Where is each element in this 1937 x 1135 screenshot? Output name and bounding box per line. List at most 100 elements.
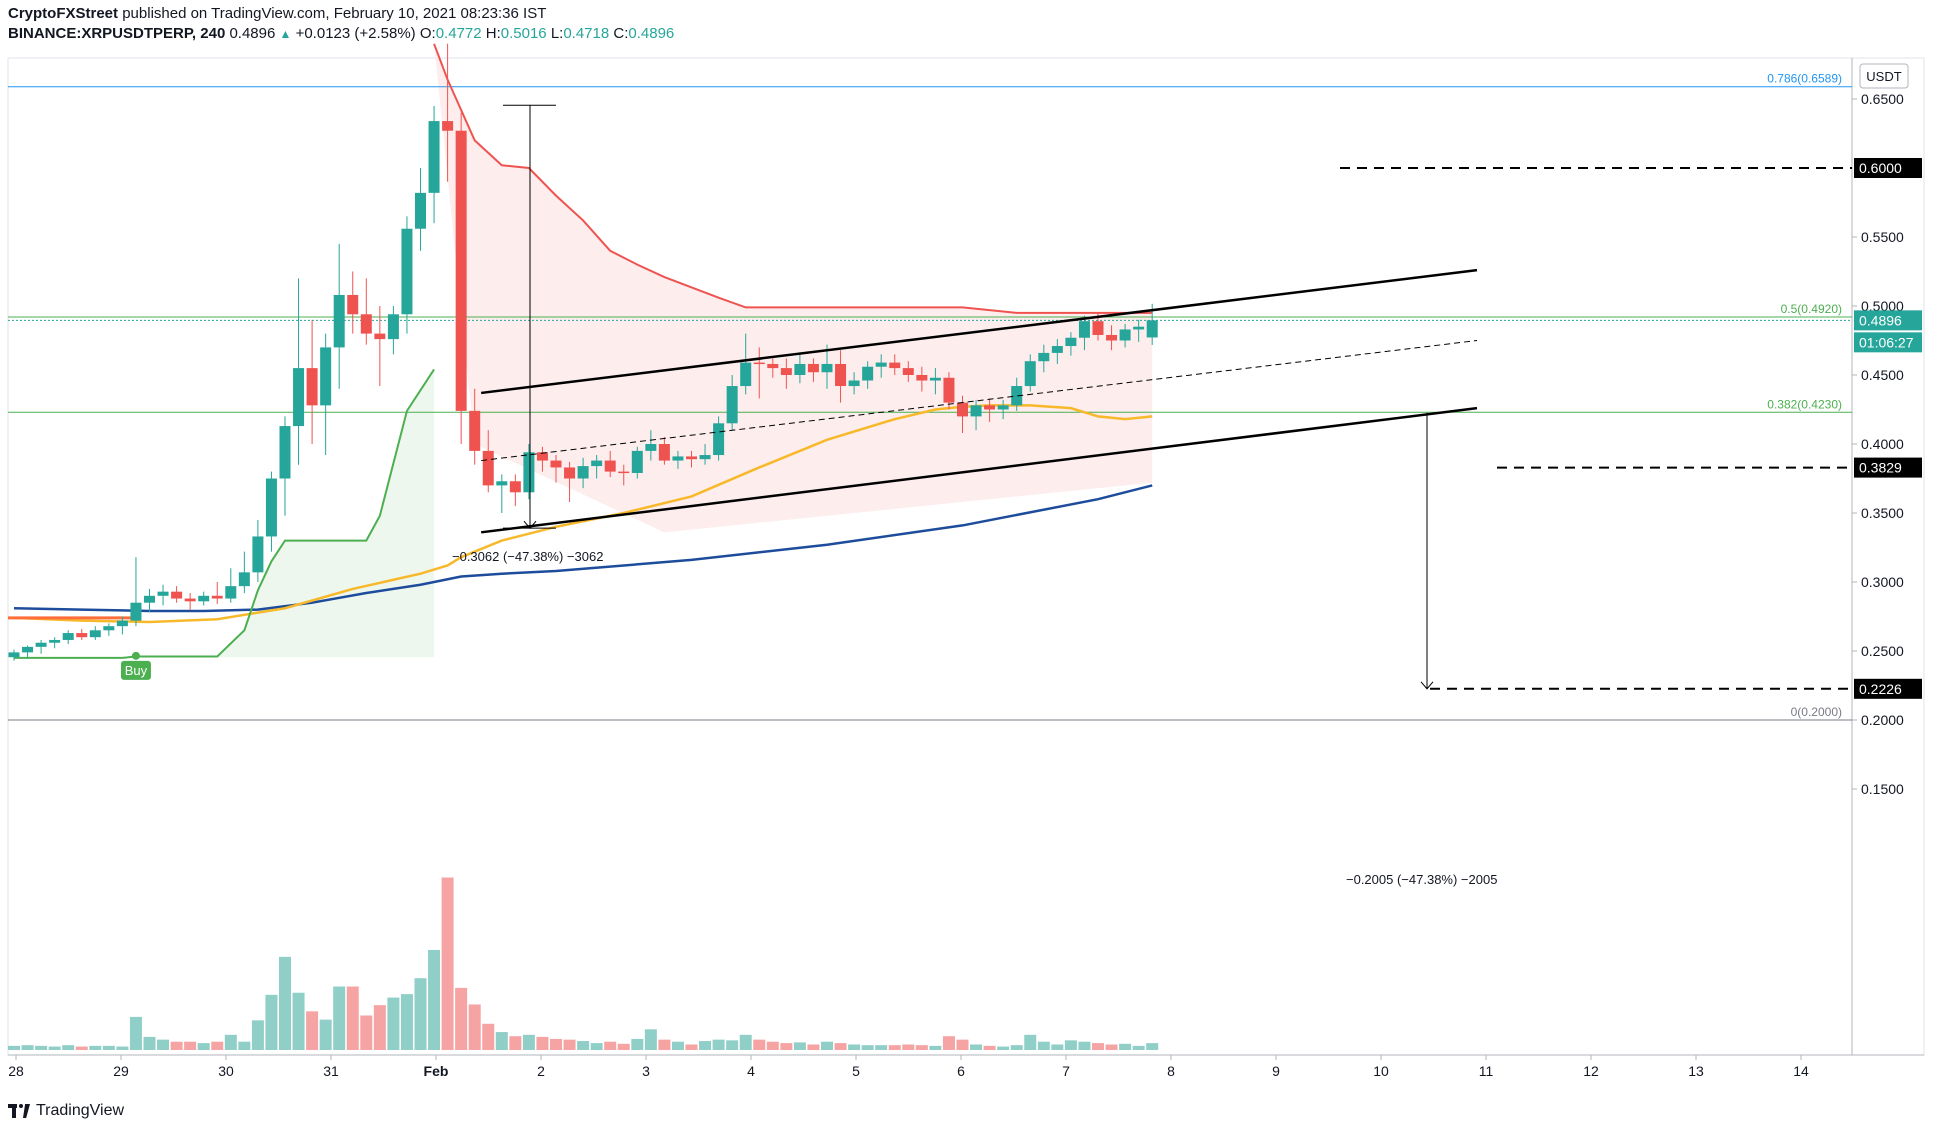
volume-bar	[848, 1044, 861, 1050]
candle-body	[821, 363, 833, 373]
volume-bar	[482, 1023, 495, 1050]
candle-body	[672, 456, 684, 461]
candle-body	[1119, 329, 1131, 341]
time-tick-label: 6	[957, 1063, 965, 1079]
time-tick-label: 14	[1793, 1063, 1809, 1079]
candle-body	[889, 362, 901, 369]
publisher-name[interactable]: CryptoFXStreet	[8, 5, 119, 22]
candle-body	[536, 452, 548, 461]
volume-bar	[739, 1034, 752, 1050]
volume-bar	[441, 877, 454, 1050]
volume-bar	[387, 997, 400, 1050]
volume-bar	[1119, 1043, 1132, 1050]
candle-body	[1133, 326, 1145, 330]
price-tick-label: 0.2500	[1861, 643, 1904, 659]
price-tick-label: 0.6500	[1861, 91, 1904, 107]
volume-bar	[983, 1045, 996, 1050]
candle-body	[957, 402, 968, 417]
volume-bar	[238, 1041, 251, 1050]
candle-body	[713, 423, 725, 456]
candle-body	[1078, 321, 1090, 338]
fib-05-label: 0.5(0.4920)	[1781, 302, 1842, 316]
price-tag-countdown-bg	[1854, 332, 1922, 353]
volume-bar	[644, 1029, 657, 1050]
fib-0786-label: 0.786(0.6589)	[1767, 72, 1842, 86]
low-value: 0.4718	[563, 25, 610, 42]
candle-body	[794, 363, 806, 375]
candle-body	[1011, 386, 1023, 406]
measure2-label: −0.2005 (−47.38%) −2005	[1346, 872, 1497, 887]
candle-body	[76, 633, 88, 638]
candle-body	[1092, 321, 1104, 335]
volume-bar	[577, 1041, 590, 1050]
candle-body	[631, 450, 643, 473]
candle-body	[103, 626, 115, 631]
candle-body	[482, 450, 494, 486]
candle-body	[293, 368, 305, 427]
price-tick-label: 0.3500	[1861, 505, 1904, 521]
volume-bar	[62, 1045, 75, 1050]
candle-body	[604, 460, 616, 472]
candle-body	[116, 620, 128, 627]
tradingview-logo-icon[interactable]	[8, 1104, 30, 1118]
volume-bar	[712, 1039, 725, 1050]
candle-body	[875, 362, 887, 367]
price-tick-label: 0.5000	[1861, 298, 1904, 314]
volume-bar	[861, 1045, 874, 1050]
candle-body	[523, 452, 535, 493]
measure1-label: −0.3062 (−47.38%) −3062	[452, 549, 603, 564]
footer-brand[interactable]: TradingView	[36, 1102, 125, 1119]
volume-bar	[1105, 1044, 1118, 1050]
candle-body	[360, 314, 372, 334]
volume-bar	[21, 1045, 34, 1050]
candle-body	[686, 456, 697, 460]
candle-body	[1065, 337, 1077, 347]
volume-bar	[1078, 1041, 1091, 1050]
supertrend-down-line	[433, 43, 1153, 314]
volume-bar	[129, 1016, 142, 1050]
time-tick-label: 13	[1688, 1063, 1704, 1079]
last-price: 0.4896	[229, 25, 276, 42]
volume-bar	[1064, 1040, 1077, 1050]
time-tick-label: 5	[852, 1063, 860, 1079]
time-tick-label: 9	[1272, 1063, 1280, 1079]
channel-midline	[481, 340, 1478, 462]
time-tick-label: 29	[113, 1063, 129, 1079]
volume-bar	[658, 1039, 671, 1050]
symbol-name[interactable]: BINANCE:XRPUSDTPERP, 240	[8, 25, 226, 42]
candle-body	[130, 602, 142, 621]
currency-button	[1859, 63, 1909, 89]
price-tag-countdown: 01:06:27	[1859, 334, 1914, 350]
candle-body	[970, 405, 982, 417]
price-tick-label: 0.5500	[1861, 229, 1904, 245]
candle-body	[89, 630, 101, 638]
candle-body	[35, 642, 47, 647]
price-tag-0600-bg	[1854, 158, 1922, 178]
time-tick-label: 12	[1583, 1063, 1599, 1079]
candle-body	[1038, 352, 1050, 362]
volume-bar	[468, 1004, 481, 1050]
volume-bar	[306, 1011, 319, 1050]
volume-bar	[793, 1042, 806, 1050]
ema-fast-line	[13, 404, 1153, 624]
close-value: 0.4896	[628, 25, 675, 42]
candle-body	[374, 333, 386, 340]
price-tag-02226: 0.2226	[1859, 681, 1902, 697]
measure2-label-bg	[1336, 868, 1516, 890]
time-tick-label: 7	[1062, 1063, 1070, 1079]
candle-body	[442, 121, 454, 131]
price-tag-last-bg	[1854, 310, 1922, 331]
candle-body	[469, 410, 481, 451]
volume-bar	[807, 1044, 820, 1050]
time-tick-label: 31	[323, 1063, 339, 1079]
volume-bar	[685, 1044, 698, 1050]
volume-bar	[89, 1045, 102, 1050]
candle-body	[984, 405, 996, 410]
fib-0-label: 0(0.2000)	[1791, 705, 1842, 719]
measure2-arrow-icon	[1420, 681, 1434, 690]
candle-body	[916, 375, 928, 381]
candle-body	[401, 228, 413, 315]
volume-bar	[780, 1043, 793, 1050]
candle-body	[645, 444, 657, 451]
